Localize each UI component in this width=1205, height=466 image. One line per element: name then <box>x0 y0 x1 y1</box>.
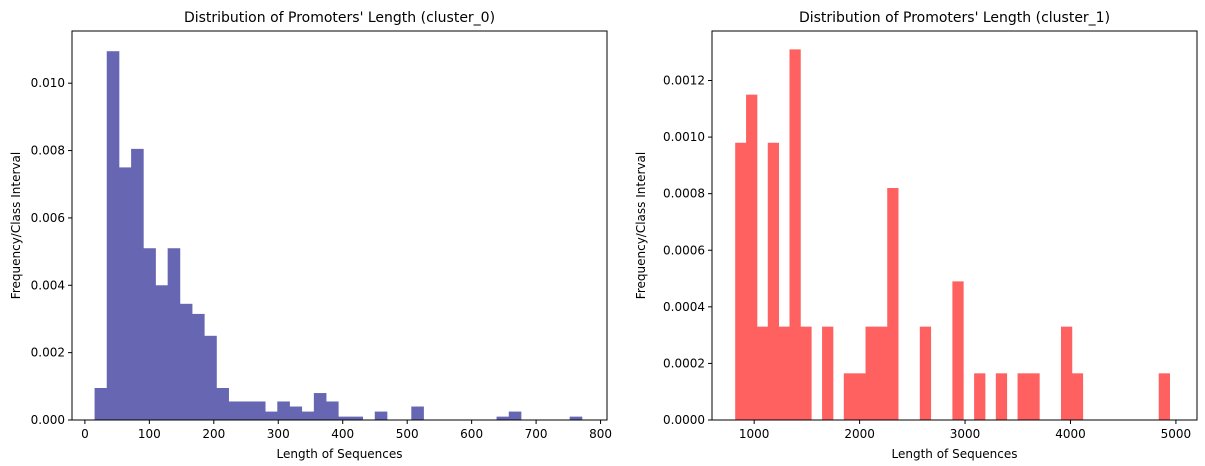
x-tick-label: 2000 <box>844 427 875 441</box>
histogram-bar <box>204 335 217 420</box>
histogram-bar <box>326 401 339 420</box>
histogram-bar <box>974 373 986 420</box>
y-tick-label: 0.0010 <box>663 130 705 144</box>
chart-title: Distribution of Promoters' Length (clust… <box>799 10 1110 26</box>
chart-title: Distribution of Promoters' Length (clust… <box>184 10 495 26</box>
histogram-bar <box>1028 373 1040 420</box>
histogram-bar <box>800 326 812 420</box>
x-axis-label: Length of Sequences <box>891 447 1017 461</box>
histogram-bar <box>179 303 193 420</box>
x-tick-label: 200 <box>202 427 225 441</box>
x-axis-label: Length of Sequences <box>276 447 402 461</box>
histogram-bar <box>854 373 866 420</box>
histogram-bar <box>374 411 388 420</box>
histogram-bar <box>822 326 834 420</box>
y-tick-label: 0.002 <box>31 346 65 360</box>
y-tick-label: 0.0000 <box>663 413 705 427</box>
histogram-bar <box>350 416 363 420</box>
histogram-bar <box>887 188 899 420</box>
histogram-bar <box>252 401 266 420</box>
histogram-bar <box>301 411 315 420</box>
histogram-bar <box>735 142 747 420</box>
histogram-bar <box>508 411 522 420</box>
histogram-bar <box>265 411 278 420</box>
histogram-bar <box>1060 326 1073 420</box>
x-tick-label: 300 <box>267 427 290 441</box>
x-tick-label: 600 <box>460 427 483 441</box>
histogram-bar <box>952 281 964 420</box>
y-tick-label: 0.0012 <box>663 74 705 88</box>
plot-frame <box>711 30 1198 421</box>
histogram-bar <box>167 248 181 420</box>
histogram-bar <box>131 148 144 420</box>
chart-cluster-1: 1000 2000 3000 4000 5000 0.0000 0.0002 0.0004 0.… <box>634 10 1198 461</box>
histogram-bar <box>789 49 801 420</box>
y-tick-label: 0.008 <box>31 144 65 158</box>
histogram-bar <box>228 401 242 420</box>
y-tick-label: 0.006 <box>31 211 65 225</box>
histogram-bar <box>778 326 790 420</box>
histogram-bar <box>313 393 327 420</box>
histogram-bar <box>411 406 424 420</box>
x-tick-label: 5000 <box>1161 427 1192 441</box>
histogram-bar <box>192 313 205 420</box>
histogram-bar <box>843 373 856 420</box>
plot-frame <box>71 30 608 421</box>
histogram-bar <box>143 248 156 420</box>
histogram-bar <box>1158 373 1170 420</box>
y-tick-label: 0.004 <box>31 278 65 292</box>
histogram-bar <box>746 94 758 421</box>
histogram-bar <box>1071 373 1084 420</box>
y-tick-label: 0.0008 <box>663 187 705 201</box>
histogram-bar <box>94 388 108 420</box>
histogram-bar <box>240 401 254 420</box>
histogram-bar <box>277 401 290 420</box>
y-tick-label: 0.010 <box>31 76 65 90</box>
histogram-bar <box>756 326 769 420</box>
histogram-bar <box>338 416 351 420</box>
x-tick-label: 1000 <box>739 427 770 441</box>
histogram-bar <box>569 416 583 420</box>
x-tick-label: 800 <box>589 427 612 441</box>
x-tick-label: 4000 <box>1055 427 1086 441</box>
histogram-bar <box>216 388 229 420</box>
histogram-bar <box>118 167 132 420</box>
y-tick-label: 0.0002 <box>663 356 705 370</box>
histogram-bar <box>496 416 510 420</box>
x-tick-label: 3000 <box>950 427 981 441</box>
y-tick-label: 0.0004 <box>663 300 705 314</box>
x-tick-label: 400 <box>331 427 354 441</box>
histogram-bar <box>876 326 888 420</box>
x-tick-label: 100 <box>138 427 161 441</box>
x-tick-label: 0 <box>81 427 89 441</box>
y-tick-label: 0.000 <box>31 413 65 427</box>
histogram-bar <box>995 373 1008 420</box>
histogram-bar <box>865 326 877 420</box>
histogram-bar <box>1017 373 1029 420</box>
x-tick-label: 500 <box>396 427 419 441</box>
histogram-bar <box>106 51 120 420</box>
histogram-bar <box>767 142 780 420</box>
chart-cluster-0: 0 100 200 300 400 500 600 700 800 0.000 0.002 0.004… <box>9 10 612 461</box>
y-axis-label: Frequency/Class Interval <box>9 152 23 299</box>
y-axis-label: Frequency/Class Interval <box>634 152 648 299</box>
histogram-bar <box>289 406 303 420</box>
histogram-bar <box>155 285 169 420</box>
y-tick-label: 0.0006 <box>663 243 705 257</box>
x-tick-label: 700 <box>525 427 548 441</box>
histogram-bar <box>919 326 932 420</box>
